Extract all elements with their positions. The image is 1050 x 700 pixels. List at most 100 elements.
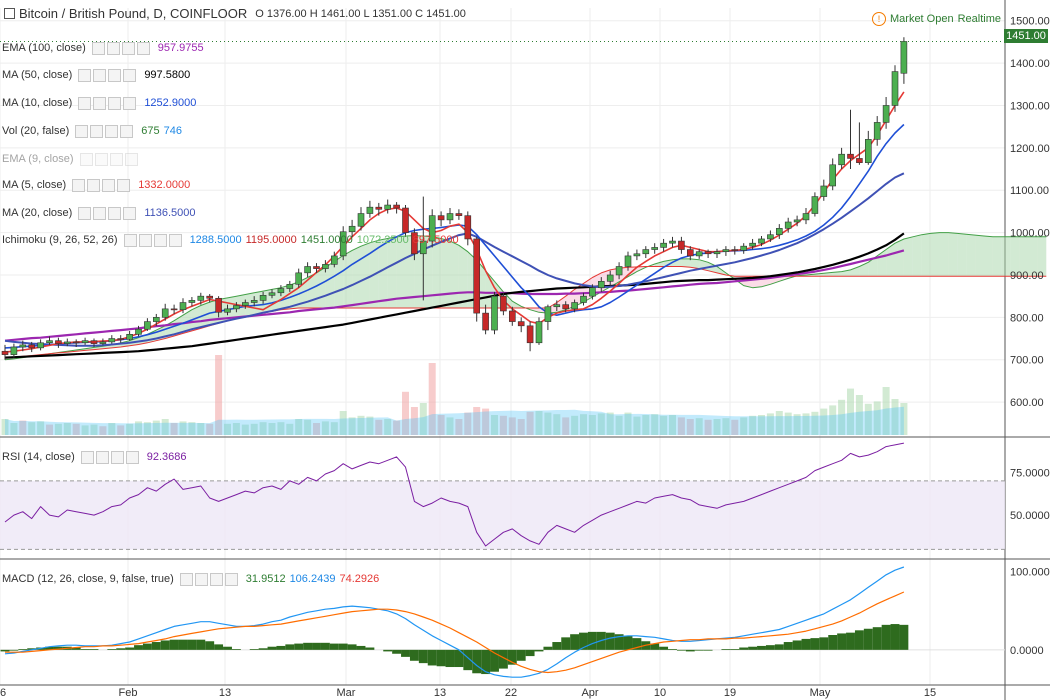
- ichimoku-cloud-segment: [316, 267, 326, 309]
- close-icon[interactable]: [125, 450, 139, 464]
- eye-icon[interactable]: [79, 152, 93, 166]
- legend-tools[interactable]: [78, 206, 137, 220]
- eye-icon[interactable]: [179, 572, 193, 586]
- volume-bar: [437, 415, 445, 435]
- settings-icon[interactable]: [194, 572, 208, 586]
- close-icon[interactable]: [224, 572, 238, 586]
- macd-histogram-bar: [0, 649, 10, 652]
- legend-row[interactable]: MA (20, close) 1136.5000: [2, 205, 200, 221]
- legend-row[interactable]: MA (10, close) 1252.9000: [2, 95, 200, 111]
- candle-body: [686, 249, 694, 257]
- legend-row[interactable]: MA (50, close) 997.5800: [2, 67, 194, 83]
- plus-icon[interactable]: [110, 450, 124, 464]
- macd-histogram-bar: [223, 646, 232, 650]
- eye-icon[interactable]: [72, 178, 86, 192]
- plus-icon[interactable]: [108, 68, 122, 82]
- rsi-legend[interactable]: RSI (14, close) 92.3686: [2, 449, 191, 465]
- legend-tools[interactable]: [79, 152, 138, 166]
- volume-bar: [224, 423, 231, 435]
- close-icon[interactable]: [124, 152, 138, 166]
- settings-icon[interactable]: [93, 68, 107, 82]
- plus-icon[interactable]: [105, 124, 119, 138]
- close-icon[interactable]: [120, 124, 134, 138]
- legend-row[interactable]: Ichimoku (9, 26, 52, 26) 1288.5000 1195.00…: [2, 232, 463, 248]
- macd-histogram-bar: [525, 649, 535, 657]
- volume-bar: [544, 412, 552, 435]
- ichimoku-cloud-segment: [921, 233, 931, 277]
- volume-bar: [864, 403, 872, 435]
- settings-icon[interactable]: [90, 124, 104, 138]
- close-icon[interactable]: [123, 96, 137, 110]
- macd-histogram-bar: [436, 649, 446, 667]
- volume-bar: [713, 419, 721, 435]
- legend-row[interactable]: EMA (100, close) 957.9755: [2, 40, 208, 56]
- volume-bar: [277, 422, 285, 435]
- market-status[interactable]: ! Market Open Realtime: [872, 12, 1001, 26]
- legend-row[interactable]: Vol (20, false) 675 746: [2, 123, 186, 139]
- candle-body: [775, 228, 783, 236]
- macd-histogram-bar: [320, 642, 330, 650]
- plus-icon[interactable]: [109, 152, 123, 166]
- macd-histogram-bar: [392, 649, 402, 654]
- volume-bar: [847, 388, 854, 435]
- settings-icon[interactable]: [138, 233, 152, 247]
- settings-icon[interactable]: [106, 41, 120, 55]
- collapse-icon[interactable]: [4, 8, 15, 19]
- ohlc-values: O 1376.00 H 1461.00 L 1351.00 C 1451.00: [255, 7, 466, 20]
- plus-icon[interactable]: [121, 41, 135, 55]
- close-icon[interactable]: [136, 41, 150, 55]
- settings-icon[interactable]: [87, 178, 101, 192]
- eye-icon[interactable]: [78, 96, 92, 110]
- macd-histogram-bar: [783, 642, 793, 650]
- settings-icon[interactable]: [93, 206, 107, 220]
- legend-row[interactable]: MA (5, close) 1332.0000: [2, 177, 194, 193]
- time-axis-label: Apr: [581, 687, 598, 699]
- plus-icon[interactable]: [108, 206, 122, 220]
- plus-icon[interactable]: [102, 178, 116, 192]
- legend-tools[interactable]: [123, 233, 182, 247]
- ichimoku-cloud-segment: [654, 261, 664, 267]
- close-icon[interactable]: [123, 206, 137, 220]
- eye-icon[interactable]: [75, 124, 89, 138]
- close-icon[interactable]: [168, 233, 182, 247]
- eye-icon[interactable]: [80, 450, 94, 464]
- ichimoku-cloud-segment: [708, 262, 717, 273]
- candle-body: [117, 338, 124, 340]
- plus-icon[interactable]: [108, 96, 122, 110]
- macd-histogram-bar: [890, 624, 900, 650]
- volume-bar: [286, 423, 294, 435]
- eye-icon[interactable]: [123, 233, 137, 247]
- settings-icon[interactable]: [94, 152, 108, 166]
- macd-histogram-bar: [276, 645, 286, 650]
- settings-icon[interactable]: [95, 450, 109, 464]
- legend-tools[interactable]: [91, 41, 150, 55]
- macd-histogram-bar: [142, 643, 152, 650]
- plus-icon[interactable]: [209, 572, 223, 586]
- volume-bar: [357, 415, 365, 435]
- macd-histogram-bar: [356, 645, 366, 650]
- legend-tools[interactable]: [179, 572, 238, 586]
- plus-icon[interactable]: [153, 233, 167, 247]
- candle-body: [856, 158, 863, 163]
- eye-icon[interactable]: [78, 68, 92, 82]
- legend-tools[interactable]: [78, 68, 137, 82]
- legend-tools[interactable]: [80, 450, 139, 464]
- ma20-line: [4, 172, 905, 347]
- warning-icon[interactable]: !: [872, 12, 886, 26]
- legend-row[interactable]: EMA (9, close): [2, 151, 146, 167]
- price-axis-label: 600.00: [1010, 397, 1044, 409]
- legend-tools[interactable]: [78, 96, 137, 110]
- macd-histogram-bar: [160, 640, 170, 650]
- eye-icon[interactable]: [78, 206, 92, 220]
- ichimoku-cloud-segment: [245, 292, 255, 317]
- legend-tools[interactable]: [75, 124, 134, 138]
- close-icon[interactable]: [117, 178, 131, 192]
- eye-icon[interactable]: [91, 41, 105, 55]
- volume-bar: [633, 416, 641, 435]
- macd-legend[interactable]: MACD (12, 26, close, 9, false, true) 31.9…: [2, 571, 383, 587]
- legend-tools[interactable]: [72, 178, 131, 192]
- settings-icon[interactable]: [93, 96, 107, 110]
- close-icon[interactable]: [123, 68, 137, 82]
- macd-histogram-bar: [810, 638, 820, 650]
